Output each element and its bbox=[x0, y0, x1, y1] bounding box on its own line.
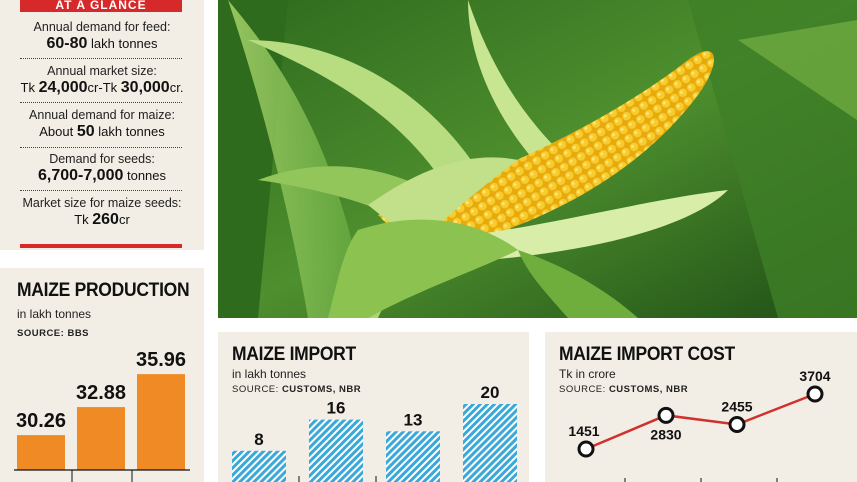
chart-source: SOURCE: CUSTOMS, NBR bbox=[559, 384, 689, 395]
import-value-label: 20 bbox=[481, 383, 500, 402]
chart-title: MAIZE IMPORT COST bbox=[559, 344, 735, 365]
chart-subtitle: in lakh tonnes bbox=[232, 367, 307, 381]
cost-point bbox=[728, 415, 746, 433]
glance-item-market-size: Annual market size: Tk 24,000cr-Tk 30,00… bbox=[14, 64, 190, 96]
cost-point bbox=[657, 406, 675, 424]
cost-point bbox=[577, 440, 595, 458]
glance-item-feed-demand: Annual demand for feed: 60-80 lakh tonne… bbox=[14, 20, 190, 52]
import-bar bbox=[463, 404, 517, 482]
import-value-label: 8 bbox=[254, 430, 263, 449]
glance-header: AT A GLANCE bbox=[20, 0, 182, 12]
at-a-glance-panel: AT A GLANCE Annual demand for feed: 60-8… bbox=[0, 0, 204, 250]
glance-item-seed-market: Market size for maize seeds: Tk 260cr bbox=[14, 196, 190, 228]
glance-label: Annual market size: bbox=[47, 64, 157, 78]
maize-production-panel: MAIZE PRODUCTION in lakh tonnes SOURCE: … bbox=[0, 268, 204, 482]
import-bar-chart: 8 16 13 20 bbox=[232, 383, 517, 482]
glance-value: 60-80 lakh tonnes bbox=[46, 35, 158, 52]
maize-import-panel: MAIZE IMPORT in lakh tonnes SOURCE: CUST… bbox=[218, 332, 529, 482]
glance-label: Annual demand for feed: bbox=[33, 20, 171, 34]
import-cost-line-chart: 1451 2830 2455 3704 bbox=[568, 368, 831, 482]
cost-value-label: 2455 bbox=[721, 398, 752, 414]
maize-import-cost-panel: MAIZE IMPORT COST Tk in crore SOURCE: CU… bbox=[545, 332, 857, 482]
corn-illustration bbox=[218, 0, 857, 318]
production-bar bbox=[137, 374, 185, 470]
glance-value: Tk 260cr bbox=[74, 211, 130, 228]
production-value-label: 30.26 bbox=[16, 410, 66, 432]
glance-item-maize-demand: Annual demand for maize: About 50 lakh t… bbox=[14, 108, 190, 140]
glance-item-seed-demand: Demand for seeds: 6,700-7,000 tonnes bbox=[14, 152, 190, 184]
production-bar-chart: 30.26 32.88 35.96 bbox=[14, 349, 190, 482]
cost-series-line bbox=[585, 392, 816, 451]
production-bar bbox=[77, 407, 125, 470]
glance-value: 6,700-7,000 tonnes bbox=[37, 167, 167, 184]
import-bar bbox=[386, 431, 440, 482]
glance-value: Tk 24,000cr-Tk 30,000cr. bbox=[20, 79, 184, 96]
corn-cob-photo bbox=[218, 0, 857, 318]
chart-source: SOURCE: CUSTOMS, NBR bbox=[232, 384, 362, 395]
chart-subtitle: in lakh tonnes bbox=[17, 307, 92, 321]
glance-bottom-rule bbox=[20, 244, 182, 248]
glance-label: Market size for maize seeds: bbox=[22, 196, 182, 210]
divider bbox=[20, 147, 182, 148]
production-value-label: 35.96 bbox=[136, 349, 186, 371]
cost-point bbox=[806, 385, 824, 403]
import-bar bbox=[309, 419, 363, 482]
import-value-label: 13 bbox=[404, 410, 423, 429]
divider bbox=[20, 190, 182, 191]
chart-source: SOURCE: BBS bbox=[17, 328, 90, 339]
glance-label: Demand for seeds: bbox=[49, 152, 155, 166]
import-value-label: 16 bbox=[327, 399, 346, 418]
production-value-label: 32.88 bbox=[76, 382, 126, 404]
import-bar bbox=[232, 450, 286, 482]
chart-title: MAIZE IMPORT bbox=[232, 344, 356, 365]
cost-value-label: 3704 bbox=[799, 368, 830, 384]
divider bbox=[20, 58, 182, 59]
divider bbox=[20, 102, 182, 103]
glance-label: Annual demand for maize: bbox=[29, 108, 175, 122]
production-bar bbox=[17, 435, 65, 470]
chart-title: MAIZE PRODUCTION bbox=[17, 280, 190, 301]
chart-subtitle: Tk in crore bbox=[559, 367, 616, 381]
cost-value-label: 1451 bbox=[568, 423, 599, 439]
cost-value-label: 2830 bbox=[650, 426, 681, 442]
glance-value: About 50 lakh tonnes bbox=[39, 123, 165, 140]
